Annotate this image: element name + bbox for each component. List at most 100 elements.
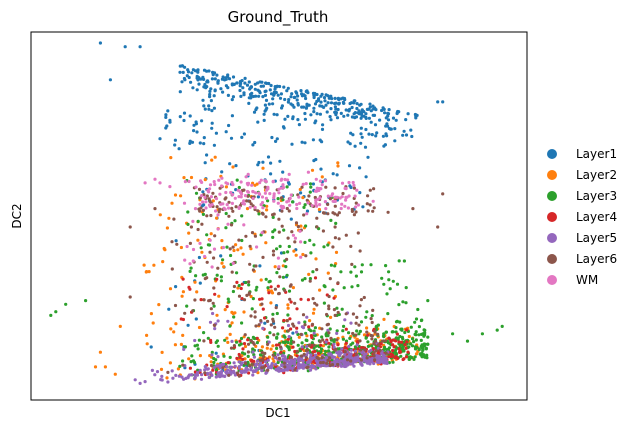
point-layer1 bbox=[289, 95, 293, 99]
point-layer4 bbox=[255, 336, 259, 340]
point-wm bbox=[272, 196, 276, 200]
point-layer6 bbox=[246, 342, 251, 346]
point-layer5 bbox=[198, 368, 202, 372]
point-layer3 bbox=[223, 338, 227, 342]
point-layer2 bbox=[147, 270, 151, 274]
point-layer5 bbox=[153, 373, 157, 377]
point-layer4 bbox=[399, 340, 404, 344]
point-layer1 bbox=[261, 160, 265, 164]
point-layer5 bbox=[211, 311, 215, 316]
point-layer6 bbox=[273, 287, 277, 291]
point-layer1 bbox=[294, 90, 298, 94]
point-layer1 bbox=[264, 98, 269, 102]
point-layer6 bbox=[274, 306, 278, 310]
point-layer3 bbox=[312, 243, 316, 247]
point-layer1 bbox=[315, 112, 319, 116]
point-layer3 bbox=[227, 300, 231, 304]
point-layer6 bbox=[260, 302, 264, 306]
point-layer5 bbox=[180, 375, 184, 379]
point-layer2 bbox=[145, 342, 149, 346]
point-layer6 bbox=[368, 203, 372, 207]
point-layer6 bbox=[272, 333, 276, 337]
point-layer1 bbox=[258, 80, 262, 84]
point-layer5 bbox=[187, 373, 191, 377]
point-layer3 bbox=[250, 307, 254, 311]
point-layer3 bbox=[212, 360, 216, 365]
point-layer5 bbox=[210, 373, 214, 377]
point-layer3 bbox=[419, 332, 424, 336]
point-layer3 bbox=[188, 269, 192, 273]
legend-marker-layer1 bbox=[547, 149, 557, 159]
point-layer6 bbox=[359, 298, 363, 302]
point-layer1 bbox=[269, 161, 273, 165]
point-wm bbox=[248, 205, 252, 209]
point-layer1 bbox=[270, 135, 274, 140]
point-layer3 bbox=[266, 286, 270, 290]
point-layer1 bbox=[203, 82, 207, 87]
point-wm bbox=[288, 203, 292, 207]
point-layer3 bbox=[414, 330, 418, 334]
point-wm bbox=[314, 198, 318, 202]
point-wm bbox=[263, 191, 267, 195]
point-layer1 bbox=[374, 108, 378, 112]
point-layer3 bbox=[284, 265, 288, 269]
point-layer6 bbox=[198, 209, 202, 213]
point-layer1 bbox=[202, 104, 206, 108]
point-layer3 bbox=[394, 326, 398, 330]
point-wm bbox=[277, 191, 281, 195]
point-layer6 bbox=[243, 333, 247, 337]
point-wm bbox=[231, 261, 235, 265]
point-layer6 bbox=[351, 312, 355, 316]
point-layer3 bbox=[251, 297, 255, 301]
point-layer1 bbox=[349, 185, 353, 190]
point-layer1 bbox=[274, 139, 278, 143]
point-layer6 bbox=[333, 348, 337, 352]
point-layer6 bbox=[310, 322, 315, 326]
point-layer6 bbox=[199, 206, 203, 210]
point-layer6 bbox=[327, 304, 331, 308]
point-layer3 bbox=[319, 350, 323, 354]
point-layer4 bbox=[237, 352, 241, 357]
point-layer6 bbox=[254, 264, 258, 268]
point-layer3 bbox=[286, 340, 290, 345]
point-layer3 bbox=[410, 337, 415, 341]
point-layer5 bbox=[318, 364, 322, 368]
point-layer4 bbox=[405, 328, 409, 332]
point-layer5 bbox=[210, 353, 214, 357]
point-wm bbox=[355, 188, 359, 192]
point-layer1 bbox=[174, 239, 178, 243]
point-layer1 bbox=[241, 86, 245, 90]
point-layer4 bbox=[238, 355, 242, 360]
point-wm bbox=[314, 203, 318, 207]
point-layer1 bbox=[339, 111, 343, 115]
point-layer1 bbox=[213, 88, 217, 92]
point-wm bbox=[199, 179, 203, 183]
point-layer2 bbox=[93, 365, 98, 369]
point-wm bbox=[224, 181, 228, 185]
point-layer3 bbox=[225, 245, 229, 249]
point-layer4 bbox=[267, 291, 271, 295]
point-layer3 bbox=[244, 280, 248, 285]
point-layer6 bbox=[248, 364, 252, 368]
point-layer6 bbox=[358, 304, 362, 308]
point-layer1 bbox=[202, 142, 206, 146]
point-layer5 bbox=[300, 325, 304, 329]
point-layer3 bbox=[231, 289, 235, 294]
point-layer6 bbox=[325, 312, 329, 317]
point-layer1 bbox=[98, 41, 102, 45]
point-layer3 bbox=[339, 270, 343, 274]
point-layer1 bbox=[240, 135, 244, 139]
point-layer6 bbox=[207, 197, 211, 201]
point-layer5 bbox=[196, 371, 200, 375]
point-layer1 bbox=[234, 164, 238, 168]
point-layer6 bbox=[153, 207, 157, 211]
point-layer6 bbox=[279, 196, 284, 200]
point-layer6 bbox=[305, 366, 309, 370]
point-layer6 bbox=[328, 197, 332, 201]
point-layer1 bbox=[402, 129, 406, 133]
point-layer1 bbox=[188, 141, 192, 145]
point-layer4 bbox=[289, 300, 293, 304]
point-layer3 bbox=[186, 222, 190, 226]
point-layer2 bbox=[187, 357, 191, 361]
point-layer1 bbox=[296, 94, 300, 98]
